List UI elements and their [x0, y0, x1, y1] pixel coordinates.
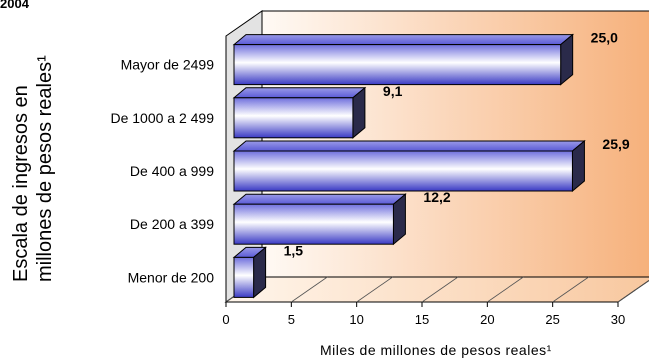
- bars: [232, 33, 586, 299]
- x-tick-label: 15: [415, 312, 429, 327]
- bar: [233, 44, 562, 86]
- category-label: Mayor de 2499: [121, 57, 215, 73]
- bar-top: [232, 140, 586, 152]
- gridline: [291, 276, 328, 303]
- bar-top: [232, 193, 407, 205]
- x-tick-label: 0: [222, 312, 229, 327]
- x-tick-label: 30: [611, 312, 625, 327]
- y-axis-title-line2: millones de pesos reales¹: [34, 55, 56, 282]
- gridline: [421, 276, 459, 303]
- bar-top: [232, 34, 575, 46]
- x-axis-title: Miles de millones de pesos reales¹: [320, 342, 552, 358]
- bar-top: [232, 87, 367, 99]
- bar: [233, 150, 573, 192]
- category-label: De 200 a 399: [130, 216, 214, 232]
- gridline: [356, 276, 393, 303]
- x-tick-label: 10: [349, 312, 363, 327]
- gridline: [617, 279, 649, 303]
- category-label: De 1000 a 2 499: [110, 110, 214, 126]
- x-tick-label: 5: [288, 312, 295, 327]
- value-label: 9,1: [383, 83, 403, 99]
- x-tick-label: 20: [480, 312, 494, 327]
- bar: [233, 256, 255, 298]
- gridlines: 0 5 10 15 20 25 30: [222, 36, 649, 327]
- gridline: [552, 276, 589, 303]
- floor: [224, 276, 649, 303]
- value-label: 25,9: [602, 136, 629, 152]
- bar: [233, 97, 354, 139]
- category-label: Menor de 200: [128, 269, 215, 285]
- gridline: [487, 276, 524, 303]
- y-axis-title: Escala de ingresos en millones de pesos …: [10, 42, 56, 282]
- labels: Mayor de 2499 25,0 De 1000 a 2 499 9,1 De 40…: [110, 30, 629, 286]
- value-label: 1,5: [284, 242, 304, 258]
- category-label: De 400 a 999: [130, 163, 214, 179]
- header-fragment: 2004: [0, 0, 29, 11]
- value-label: 12,2: [423, 189, 450, 205]
- y-axis-title-line1: Escala de ingresos en: [10, 85, 32, 282]
- value-label: 25,0: [591, 30, 618, 46]
- x-tick-label: 25: [545, 312, 559, 327]
- bar: [233, 203, 394, 245]
